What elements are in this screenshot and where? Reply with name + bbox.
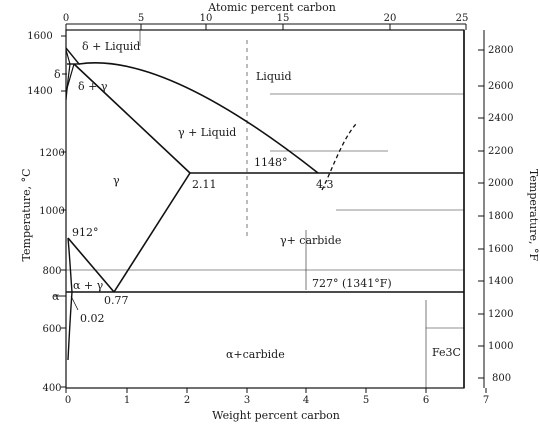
label-eutectoid-comp: 0.77 — [104, 294, 129, 307]
right-tick-label: 2000 — [488, 178, 513, 189]
phase-boundaries — [54, 30, 465, 388]
left-axis-title: Temperature, °C — [20, 169, 33, 262]
right-tick-label: 2200 — [488, 146, 513, 157]
left-tick-label: 1200 — [39, 148, 64, 159]
region-alpha: α — [52, 290, 60, 303]
right-tick-label: 800 — [492, 373, 511, 384]
left-tick-label: 600 — [42, 324, 61, 335]
left-axis: 1600 1400 1200 1000 800 600 400 Temperat… — [20, 31, 66, 394]
right-tick-label: 1200 — [488, 309, 513, 320]
alpha-solubility-leader — [70, 295, 79, 311]
right-tick-label: 1600 — [488, 244, 513, 255]
left-tick-label: 1600 — [27, 31, 52, 42]
right-tick-label: 1000 — [488, 341, 513, 352]
label-eutectic-comp: 4.3 — [316, 178, 334, 191]
bottom-tick-label: 4 — [303, 395, 309, 406]
region-fe3c: Fe3C — [432, 346, 461, 359]
region-gamma-carbide: γ+ carbide — [280, 234, 341, 247]
delta-liquidus-line — [65, 47, 80, 65]
region-alpha-gamma: α + γ — [73, 279, 104, 292]
alpha-solvus-line — [67, 291, 73, 361]
bottom-tick-label: 6 — [423, 395, 429, 406]
left-tick-label: 1400 — [27, 86, 52, 97]
left-tick-label: 1000 — [39, 206, 64, 217]
bottom-axis: 0 1 2 3 4 5 6 7 Weight percent carbon — [65, 388, 489, 422]
region-delta-gamma: δ + γ — [78, 80, 108, 93]
solidus-line — [73, 63, 191, 174]
bottom-axis-title: Weight percent carbon — [212, 409, 340, 422]
guide-lines — [66, 30, 464, 388]
region-liquid: Liquid — [256, 70, 292, 83]
top-tick-label: 20 — [384, 13, 397, 24]
right-tick-label: 2400 — [488, 113, 513, 124]
a3-line — [67, 237, 115, 293]
right-tick-label: 2800 — [488, 45, 513, 56]
top-tick-label: 0 — [63, 13, 69, 24]
right-tick-label: 1400 — [488, 276, 513, 287]
label-a3-temp: 912° — [72, 226, 99, 239]
bottom-tick-label: 1 — [124, 395, 130, 406]
top-axis-title: Atomic percent carbon — [207, 1, 336, 14]
label-eutectoid-temp: 727° (1341°F) — [312, 277, 392, 290]
region-gamma: γ — [113, 174, 120, 187]
region-delta: δ — [54, 68, 61, 81]
region-gamma-liquid: γ + Liquid — [178, 126, 236, 139]
graphite-liquidus-dashed — [321, 123, 357, 191]
plot-frame — [65, 29, 465, 389]
right-tick-label: 1800 — [488, 211, 513, 222]
label-alpha-max-solubility: 0.02 — [80, 312, 105, 325]
top-axis: 0 5 10 15 20 25 Atomic percent carbon — [63, 1, 469, 30]
right-axis-title: Temperature, °F — [527, 169, 540, 262]
region-alpha-carbide: α+carbide — [226, 348, 285, 361]
right-tick-label: 2600 — [488, 81, 513, 92]
label-eutectic-temp: 1148° — [254, 156, 288, 169]
left-tick-label: 800 — [42, 266, 61, 277]
top-tick-label: 10 — [200, 13, 213, 24]
region-delta-liquid: δ + Liquid — [82, 40, 140, 53]
bottom-tick-label: 0 — [65, 395, 71, 406]
alpha-gamma-boundary — [67, 237, 73, 293]
top-tick-label: 5 — [138, 13, 144, 24]
top-tick-label: 25 — [456, 13, 469, 24]
region-labels: δ + Liquid δ δ + γ Liquid γ + Liquid γ γ… — [52, 40, 461, 361]
bottom-tick-label: 3 — [244, 395, 250, 406]
bottom-tick-label: 5 — [363, 395, 369, 406]
label-gamma-max-solubility: 2.11 — [192, 178, 217, 191]
liquidus-line — [78, 62, 319, 174]
top-tick-label: 15 — [277, 13, 290, 24]
acm-line — [113, 172, 191, 293]
delta-gamma-boundary — [65, 63, 75, 93]
left-tick-label: 400 — [42, 383, 61, 394]
bottom-tick-label: 7 — [483, 395, 489, 406]
bottom-tick-label: 2 — [184, 395, 190, 406]
right-axis: 2800 2600 2400 2200 2000 1800 1600 1400 … — [478, 30, 540, 388]
